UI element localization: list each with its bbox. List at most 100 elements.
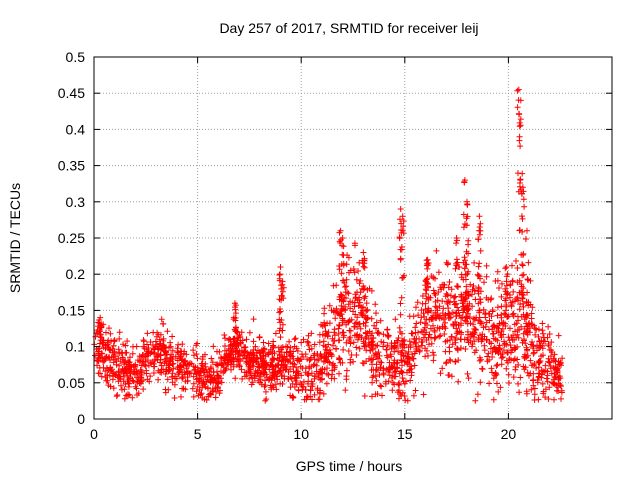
data-point <box>231 300 238 307</box>
data-point <box>246 329 253 336</box>
data-point <box>550 356 557 363</box>
x-tick-label: 5 <box>194 426 202 442</box>
data-point <box>227 336 234 343</box>
data-point <box>413 320 420 327</box>
data-point <box>506 337 513 344</box>
data-point <box>524 323 531 330</box>
data-point <box>442 312 449 319</box>
data-point <box>100 359 107 365</box>
data-point <box>200 367 207 374</box>
data-point <box>467 320 474 327</box>
data-point <box>461 254 468 261</box>
data-point <box>142 358 149 365</box>
data-point <box>359 360 366 366</box>
data-point <box>452 337 458 343</box>
data-point <box>502 297 509 304</box>
data-point <box>253 349 260 356</box>
data-point <box>397 300 404 307</box>
data-point <box>325 341 332 348</box>
data-point <box>406 313 413 320</box>
data-point <box>242 373 248 380</box>
y-tick-label: 0.1 <box>66 339 86 355</box>
data-point <box>378 359 385 366</box>
data-point <box>439 323 446 330</box>
data-point <box>396 370 403 377</box>
data-point <box>517 122 524 129</box>
data-point <box>517 97 524 104</box>
data-point <box>273 373 280 380</box>
data-point <box>430 316 436 322</box>
data-point <box>476 231 483 238</box>
data-point <box>230 354 237 361</box>
data-point <box>558 362 564 369</box>
data-point <box>514 343 521 350</box>
data-point <box>241 348 248 355</box>
data-point <box>276 309 283 316</box>
data-point <box>100 337 107 344</box>
data-point <box>338 294 345 301</box>
data-point <box>470 321 477 328</box>
data-point <box>269 372 276 378</box>
data-point <box>193 376 200 383</box>
data-point <box>333 282 340 289</box>
data-point <box>283 343 289 350</box>
data-point <box>150 329 157 336</box>
data-point <box>281 373 288 380</box>
data-point <box>372 373 379 380</box>
data-point <box>514 313 521 320</box>
data-point <box>398 368 405 374</box>
data-point <box>190 347 197 354</box>
data-point <box>335 330 342 337</box>
data-point <box>498 361 505 368</box>
data-point <box>514 265 521 271</box>
data-point <box>351 269 358 276</box>
data-point <box>177 364 184 371</box>
data-point <box>232 327 239 334</box>
data-point <box>116 335 123 342</box>
data-point <box>120 368 127 374</box>
data-point <box>291 343 298 350</box>
data-point <box>502 285 509 292</box>
data-point <box>496 320 503 327</box>
data-point <box>245 363 252 370</box>
data-point <box>106 372 113 379</box>
data-point <box>373 366 380 373</box>
data-point <box>179 341 186 348</box>
data-point <box>400 218 407 224</box>
data-point <box>164 328 171 335</box>
data-point <box>110 353 117 360</box>
data-point <box>544 378 551 385</box>
data-point <box>550 364 557 371</box>
data-point <box>167 343 174 350</box>
data-point <box>262 388 269 395</box>
data-point <box>406 338 413 345</box>
data-point <box>364 306 371 313</box>
data-point <box>392 316 399 323</box>
data-point <box>343 367 350 374</box>
data-point <box>530 382 537 389</box>
data-point <box>305 332 312 339</box>
data-point <box>515 297 522 304</box>
data-point <box>352 242 358 249</box>
data-point <box>446 356 453 363</box>
data-point <box>111 338 118 345</box>
data-point <box>261 383 268 390</box>
data-point <box>124 338 131 345</box>
data-point <box>125 358 131 365</box>
data-point <box>425 281 431 287</box>
data-point <box>328 353 335 360</box>
data-point <box>144 341 150 348</box>
data-point <box>297 363 304 370</box>
data-point <box>327 350 334 357</box>
data-point <box>404 355 411 362</box>
data-point <box>452 358 459 365</box>
data-point <box>339 315 346 322</box>
data-point <box>257 370 264 377</box>
data-point <box>277 264 284 270</box>
data-point <box>221 332 228 338</box>
data-point <box>464 198 470 205</box>
data-point <box>316 339 323 346</box>
data-point <box>377 317 384 324</box>
data-point <box>519 262 526 269</box>
data-point <box>499 280 505 287</box>
